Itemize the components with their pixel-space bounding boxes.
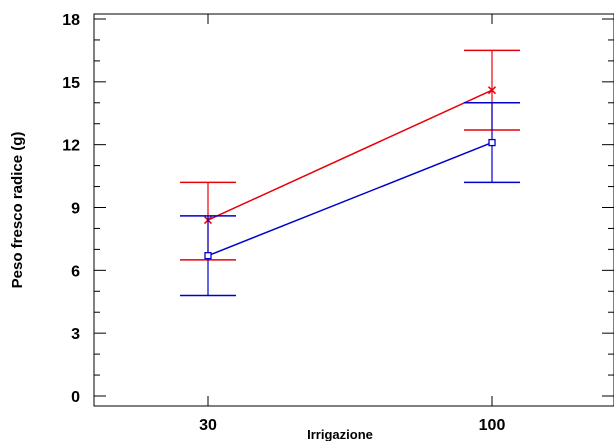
y-tick-label: 0 (71, 389, 80, 406)
y-tick-label: 3 (71, 326, 80, 343)
y-tick-label: 6 (71, 263, 80, 280)
ticks-layer: 0 3 6 9 12 15 18 30 100 (62, 12, 614, 434)
x-axis-label: Irrigazione (307, 427, 373, 441)
series-1 (180, 49, 520, 261)
y-tick-label: 18 (62, 12, 80, 29)
marker-x-stroke (487, 86, 497, 95)
data-point (204, 252, 212, 260)
series-line (207, 141, 493, 257)
series-line (207, 89, 493, 221)
data-point (487, 86, 497, 95)
x-tick-label: 100 (479, 417, 506, 434)
series-layer (180, 49, 520, 297)
y-tick-label: 9 (71, 201, 80, 218)
y-tick-label: 15 (62, 75, 80, 92)
y-tick-label: 12 (62, 138, 80, 155)
x-tick-label: 30 (199, 417, 217, 434)
series-2 (180, 102, 520, 297)
data-point (488, 138, 496, 147)
y-axis-label: Peso fresco radice (g) (9, 132, 26, 289)
plot-frame (93, 13, 614, 407)
